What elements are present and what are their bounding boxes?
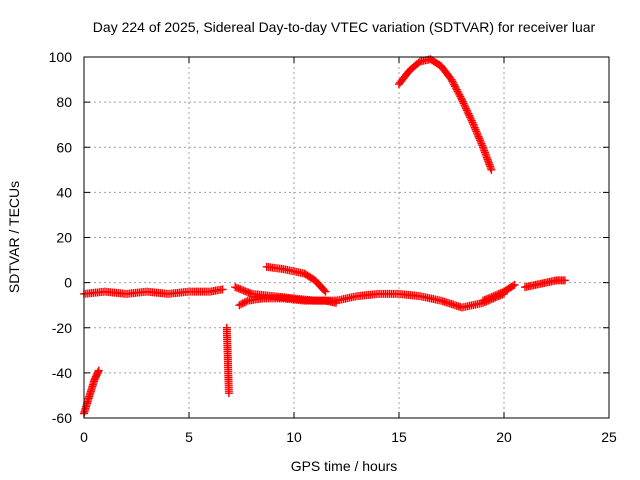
data-point [479,296,487,305]
data-point [494,289,503,298]
data-point [487,165,496,174]
series-arc-start [80,368,102,418]
data-point [452,85,461,94]
x-tick-label: 5 [185,429,193,445]
data-point [470,121,478,130]
data-point [466,114,475,123]
data-point [469,120,478,129]
data-point [465,111,474,120]
series-arc-peak [395,55,495,173]
x-tick-label: 25 [601,429,617,445]
data-point [451,84,460,93]
data-point [489,292,498,301]
data-points [80,55,569,418]
data-point [470,123,479,132]
data-point [460,101,469,110]
y-tick-label: -40 [52,365,72,381]
data-point [476,137,485,146]
data-point [450,80,459,89]
x-tick-label: 0 [80,429,88,445]
data-point [451,82,459,91]
data-point [487,292,496,301]
data-point [482,295,491,304]
x-tick-label: 10 [286,429,302,445]
data-point [473,130,482,139]
data-point [472,127,481,136]
data-point [455,90,464,99]
data-point [478,141,487,150]
data-point [496,289,505,298]
gridlines [84,57,609,418]
y-tick-label: -60 [52,410,72,426]
series-arc-tail [479,281,517,305]
axis-ticks: 0 5 10 15 20 25 -60 -40 -20 0 20 40 60 80 100 [49,49,617,445]
y-tick-label: 100 [49,49,73,65]
data-point [456,92,465,101]
y-tick-label: 20 [56,230,72,246]
data-point [468,118,477,127]
data-point [491,291,500,300]
data-point [486,293,494,302]
data-point [94,366,103,375]
data-point [458,95,466,104]
data-point [454,89,463,98]
data-point [476,136,484,145]
data-point [218,285,227,294]
series-arc-end [521,276,568,292]
series-arc-mid-rise [262,262,329,295]
y-tick-label: 60 [56,139,72,155]
data-point [464,109,473,118]
data-point [457,94,466,103]
data-point [463,108,472,117]
data-point [477,139,486,148]
chart-title: Day 224 of 2025, Sidereal Day-to-day VTE… [93,19,596,35]
data-point [510,280,519,289]
y-tick-label: 40 [56,184,72,200]
data-point [484,294,493,303]
data-point [448,77,457,86]
data-point [462,106,471,115]
data-point [242,297,251,306]
data-point [509,281,517,290]
data-point [471,125,480,134]
data-point [560,276,569,285]
data-point [466,113,475,122]
data-point [467,116,476,125]
data-point [453,87,462,96]
data-point [475,134,484,143]
data-point [493,290,501,299]
data-point [447,75,456,84]
data-point [224,389,233,398]
data-point [458,97,467,106]
data-point [462,104,471,113]
x-axis-label: GPS time / hours [291,458,398,474]
series-arc-main [80,285,225,298]
data-point [320,286,329,295]
y-axis-label: SDTVAR / TECUs [6,181,22,293]
data-point [321,287,330,296]
y-tick-label: 0 [64,275,72,291]
data-point [461,102,470,111]
data-point [459,99,468,108]
data-point [474,132,483,141]
data-point [480,295,489,304]
data-point [449,78,458,87]
data-point [473,129,481,138]
x-tick-label: 20 [496,429,512,445]
x-tick-label: 15 [391,429,407,445]
series-arc-drop [222,323,233,396]
y-tick-label: -20 [52,320,72,336]
y-tick-label: 80 [56,94,72,110]
